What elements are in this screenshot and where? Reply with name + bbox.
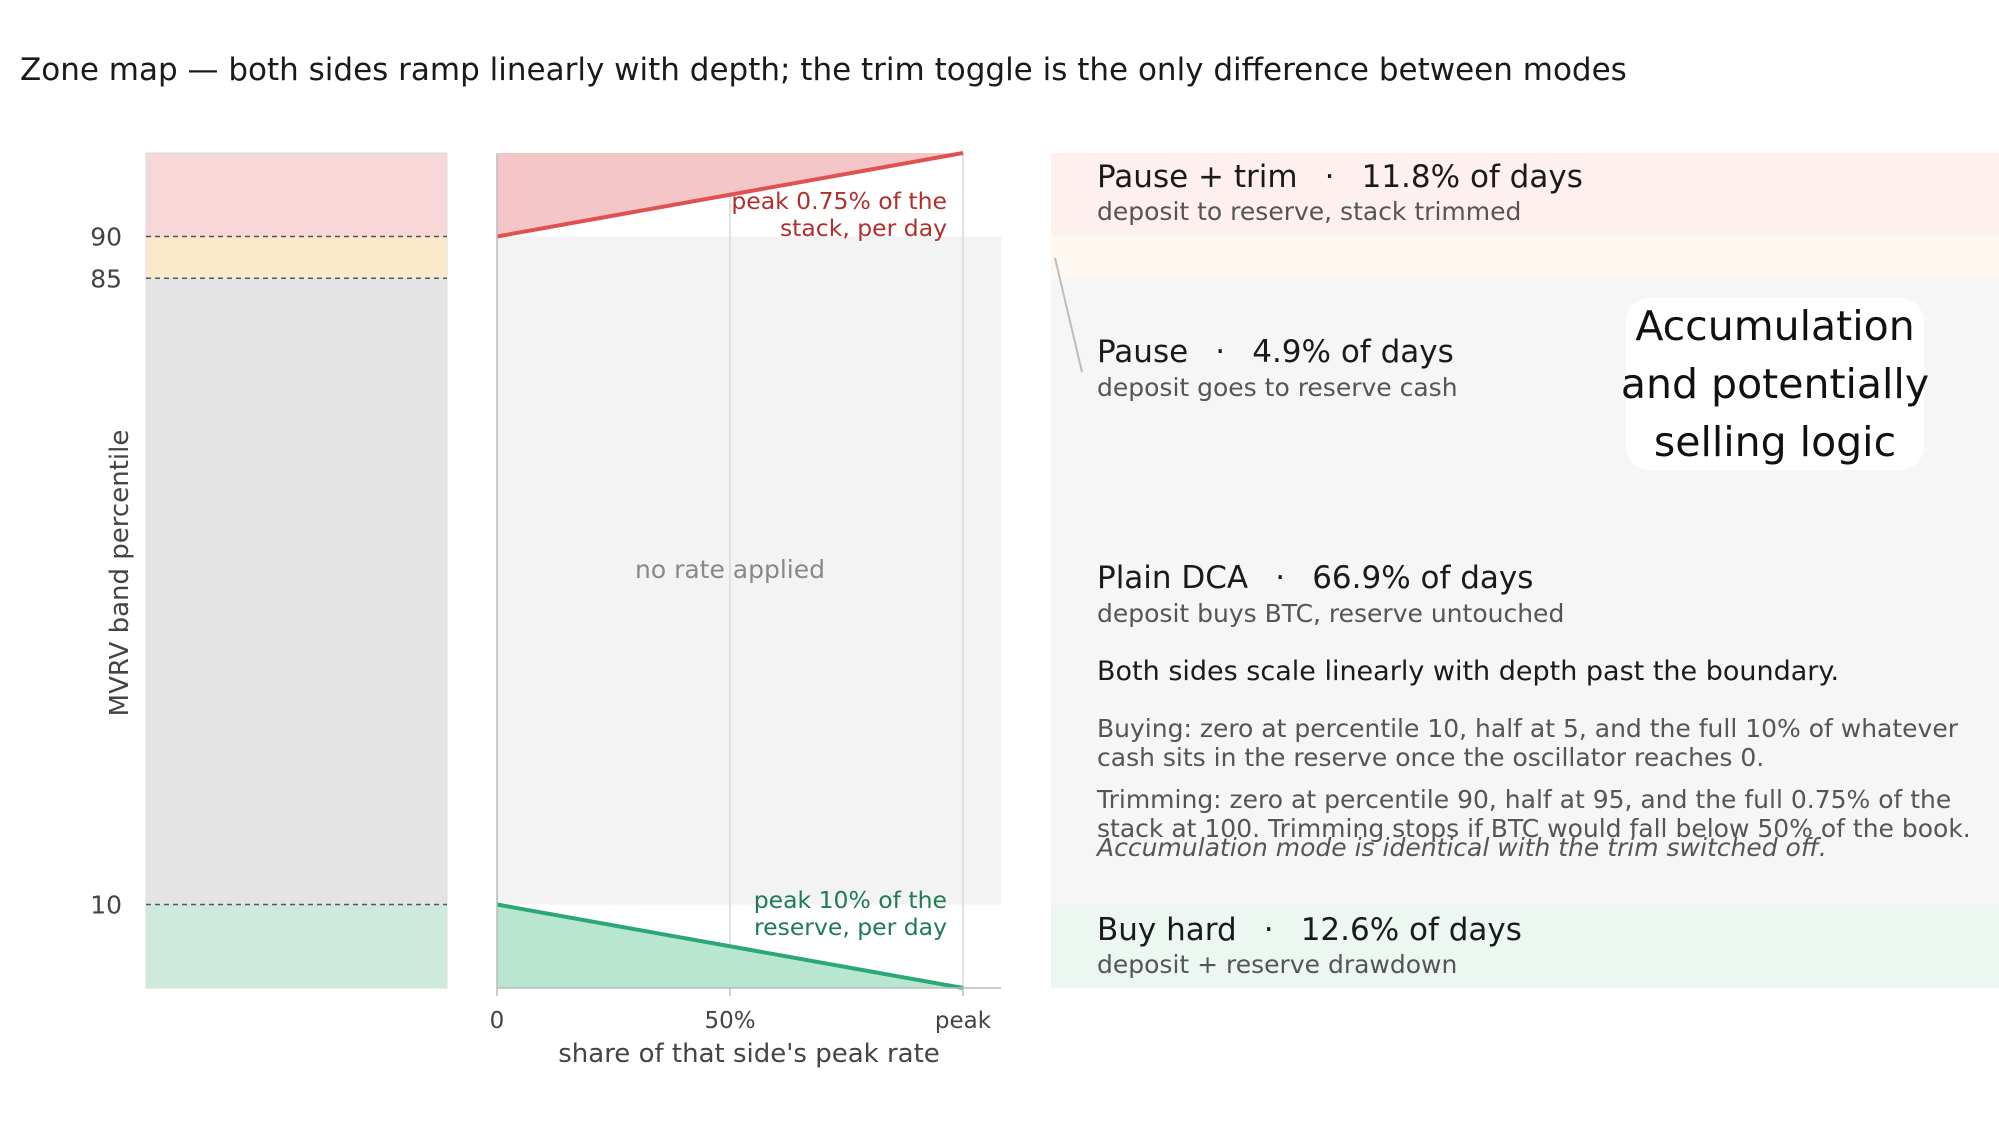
y-tick-label-10: 10 <box>90 891 122 920</box>
zone-desc: deposit + reserve drawdown <box>1097 950 1457 979</box>
band-10-85 <box>146 278 447 905</box>
zone-name: Pause <box>1097 334 1188 370</box>
zone-plain-dca: Plain DCA · 66.9% of days deposit buys B… <box>1097 560 1564 628</box>
y-axis-label: MVRV band percentile <box>105 430 135 717</box>
band-column-frame <box>145 152 448 989</box>
zone-buy-hard: Buy hard · 12.6% of days deposit + reser… <box>1097 912 1522 979</box>
callout-box: Accumulation and potentially selling log… <box>1621 298 1929 470</box>
callout-background <box>1626 298 1924 470</box>
zone-panel <box>1051 153 1999 988</box>
x-axis-label: share of that side's peak rate <box>558 1039 940 1069</box>
accumulation-note: Accumulation mode is identical with the … <box>1095 833 1827 862</box>
zone-name: Pause + trim <box>1097 159 1298 195</box>
callout-line1: Accumulation <box>1635 302 1914 350</box>
y-tick-label-85: 85 <box>90 264 122 293</box>
ramp-panel: 0 50% peak <box>490 151 1001 1034</box>
svg-text:Pause · 4.9% of da: Pause · 4.9% of days <box>1097 334 1454 370</box>
separator-dot: · <box>1264 912 1274 948</box>
zone-pause-trim: Pause + trim · 11.8% of days deposit to … <box>1097 159 1583 226</box>
notes-block: Both sides scale linearly with depth pas… <box>1095 656 1971 862</box>
buying-note-line2: cash sits in the reserve once the oscill… <box>1097 743 1764 772</box>
sell-peak-label-line2: stack, per day <box>780 214 947 242</box>
x-tick-label: 50% <box>704 1008 755 1034</box>
no-rate-region <box>497 236 1001 905</box>
zone-share: 12.6% of days <box>1301 912 1522 948</box>
zone-bg-pause-trim <box>1051 153 1999 237</box>
band-0-10 <box>146 904 447 988</box>
svg-text:Buy hard · 12.6% o: Buy hard · 12.6% of days <box>1097 912 1522 948</box>
band-85-90 <box>146 236 447 279</box>
buy-peak-label-line2: reserve, per day <box>754 913 947 941</box>
callout-line3: selling logic <box>1654 418 1896 466</box>
band-column: 10 85 90 <box>90 152 448 989</box>
separator-dot: · <box>1215 334 1225 370</box>
zone-desc: deposit buys BTC, reserve untouched <box>1097 599 1564 628</box>
notes-heading: Both sides scale linearly with depth pas… <box>1097 656 1839 687</box>
trimming-note-line1: Trimming: zero at percentile 90, half at… <box>1096 785 1951 814</box>
chart-title: Zone map — both sides ramp linearly with… <box>20 52 1627 88</box>
separator-dot: · <box>1275 560 1285 596</box>
zone-name: Buy hard <box>1097 912 1237 948</box>
callout-leader-line <box>1054 257 1083 373</box>
zone-desc: deposit to reserve, stack trimmed <box>1097 197 1521 226</box>
zone-pause: Pause · 4.9% of days deposit goes to res… <box>1097 334 1458 402</box>
zone-bg-pause <box>1051 236 1999 279</box>
zone-name: Plain DCA <box>1097 560 1248 596</box>
buy-peak-label-line1: peak 10% of the <box>754 886 947 914</box>
zone-desc: deposit goes to reserve cash <box>1097 373 1458 402</box>
trimming-note-line2: stack at 100. Trimming stops if BTC woul… <box>1097 814 1971 843</box>
zone-share: 4.9% of days <box>1252 334 1454 370</box>
no-rate-label: no rate applied <box>635 555 825 584</box>
zone-share: 11.8% of days <box>1362 159 1583 195</box>
callout-line2: and potentially <box>1621 360 1929 408</box>
x-tick-label: peak <box>935 1008 992 1034</box>
zone-share: 66.9% of days <box>1312 560 1533 596</box>
x-tick-label: 0 <box>490 1008 505 1034</box>
sell-peak-label-line1: peak 0.75% of the <box>731 187 947 215</box>
y-tick-label-90: 90 <box>90 223 122 252</box>
buy-ramp-line <box>496 902 964 990</box>
band-90-100 <box>146 153 447 237</box>
buying-note-line1: Buying: zero at percentile 10, half at 5… <box>1097 714 1959 743</box>
separator-dot: · <box>1325 159 1335 195</box>
zone-bg-buy-hard <box>1051 904 1999 988</box>
svg-text:Plain DCA · 66.9%: Plain DCA · 66.9% of days <box>1097 560 1533 596</box>
svg-text:Pause + trim · 11.: Pause + trim · 11.8% of days <box>1097 159 1583 195</box>
sell-ramp-line <box>496 151 964 239</box>
